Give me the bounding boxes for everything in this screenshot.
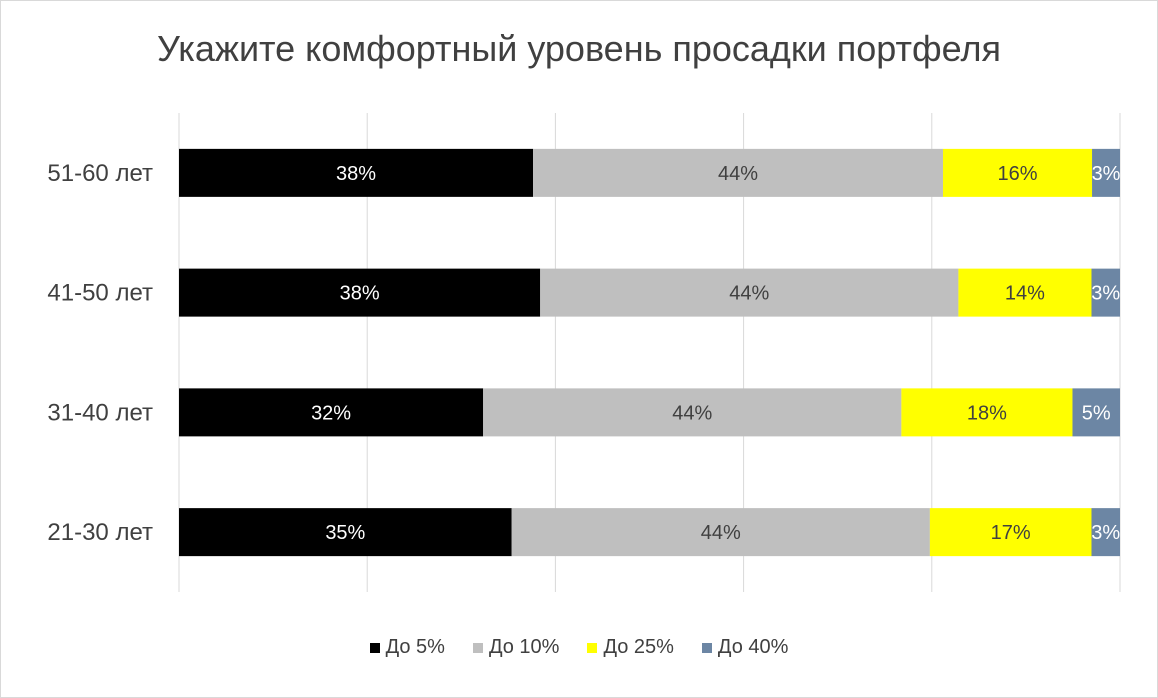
- legend-swatch: [369, 642, 380, 653]
- bar-segment: [1091, 508, 1120, 557]
- legend-item: До 10%: [472, 636, 560, 659]
- bar-segment: [1072, 388, 1120, 437]
- legend-item: До 5%: [369, 636, 445, 659]
- legend-item: До 25%: [587, 636, 674, 659]
- bar-segment: [179, 268, 541, 317]
- bar-segment: [179, 148, 534, 197]
- data-label: 16%: [997, 163, 1037, 185]
- bar-segment: [511, 508, 930, 557]
- legend-label: До 40%: [717, 636, 789, 658]
- data-label: 44%: [672, 402, 712, 424]
- data-label: 18%: [967, 402, 1007, 424]
- legend-label: До 5%: [385, 636, 445, 658]
- legend-swatch: [587, 642, 598, 653]
- data-label: 38%: [336, 163, 376, 185]
- bar-segment: [179, 388, 484, 437]
- bar-segment: [1091, 268, 1120, 317]
- data-label: 44%: [701, 522, 741, 544]
- data-label: 38%: [340, 283, 380, 305]
- data-label: 35%: [325, 522, 365, 544]
- data-label: 17%: [991, 522, 1031, 544]
- data-label: 32%: [311, 402, 351, 424]
- legend-swatch: [701, 642, 712, 653]
- bar-segment: [929, 508, 1092, 557]
- data-label: 44%: [718, 163, 758, 185]
- bar-segment: [942, 148, 1093, 197]
- data-label: 3%: [1091, 522, 1120, 544]
- bar-segment: [179, 508, 512, 557]
- bar-segment: [483, 388, 902, 437]
- chart-legend: До 5% До 10% До 25% До 40%: [0, 636, 1158, 659]
- legend-label: До 10%: [488, 636, 560, 658]
- bar-segment: [958, 268, 1092, 317]
- data-label: 3%: [1092, 163, 1121, 185]
- bar-segment: [1092, 148, 1120, 197]
- data-label: 44%: [729, 283, 769, 305]
- legend-item: До 40%: [701, 636, 789, 659]
- data-label: 5%: [1082, 402, 1111, 424]
- data-label: 3%: [1091, 283, 1120, 305]
- legend-label: До 25%: [603, 636, 674, 658]
- category-label: 51-60 лет: [47, 160, 153, 187]
- bar-segment: [540, 268, 959, 317]
- bar-segment: [901, 388, 1073, 437]
- category-label: 31-40 лет: [47, 399, 153, 426]
- data-label: 14%: [1005, 283, 1045, 305]
- category-label: 21-30 лет: [47, 519, 153, 546]
- bar-segment: [533, 148, 943, 197]
- chart-title: Укажите комфортный уровень просадки порт…: [157, 28, 1001, 69]
- category-label: 41-50 лет: [47, 280, 153, 307]
- legend-swatch: [472, 642, 483, 653]
